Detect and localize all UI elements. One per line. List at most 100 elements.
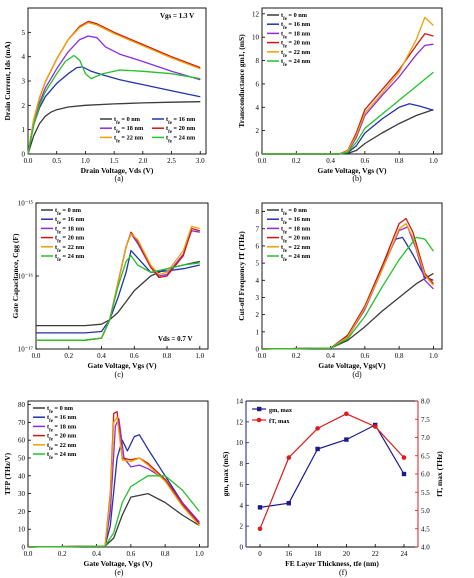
- series-line-e-4: [27, 416, 200, 548]
- x-tick-label-f: 22: [372, 550, 380, 558]
- y-tick-label-b: 8: [256, 57, 260, 65]
- x-tick-label-b: 0.6: [360, 157, 369, 165]
- legend-label-a: tfe = 18 nm: [114, 125, 144, 135]
- series-line-e-1: [27, 434, 200, 548]
- legend-label-c: tfe = 24 nm: [55, 253, 85, 263]
- y-tick-label-e: 30: [18, 490, 26, 498]
- series-line-b-1: [262, 103, 434, 155]
- legend-label-a: tfe = 22 nm: [114, 134, 144, 144]
- y-tick-label-d: 5: [256, 260, 260, 268]
- x-axis-label-a: Drain Voltage, Vds (V): [81, 166, 154, 175]
- y-tick-label-b: 0: [256, 151, 260, 159]
- data-point-gm-max: [286, 501, 291, 506]
- y-tick-label-f: 12: [236, 418, 244, 426]
- chart-e: 0.0 0.2 0.4 0.6 0.8 1.0 0 10 20 30 40 50 60 70 80 Gate …: [3, 400, 209, 568]
- series-line-a-4: [27, 21, 201, 155]
- data-point-ft-max: [401, 455, 407, 460]
- chart-a: 0.0 0.5 1.0 1.5 2.0 2.5 3.0 0 1 2 3 4 5 Drain Voltage…: [3, 7, 207, 175]
- legend-label-b: tfe = 18 nm: [281, 30, 311, 40]
- legend-label-d: tfe = 20 nm: [281, 235, 311, 245]
- caption-c: (c): [115, 370, 124, 379]
- series-line-c-0: [36, 260, 200, 327]
- x-tick-label-e: 0.0: [24, 550, 33, 558]
- y-tick-label-f: 14: [236, 398, 244, 406]
- series-line-c-5: [36, 254, 200, 341]
- x-tick-label-e: 0.4: [92, 550, 101, 558]
- y-tick-label-d: 0: [256, 346, 260, 354]
- legend-label-a: tfe = 16 nm: [166, 116, 196, 126]
- x-tick-label-b: 0.0: [258, 157, 267, 165]
- x-tick-label-b: 0.2: [292, 157, 301, 165]
- chart-b: 0.0 0.2 0.4 0.6 0.8 1.0 0 2 4 6 8 10 12 Gate Voltage,…: [237, 7, 443, 175]
- y-tick-label-e: 60: [18, 437, 26, 445]
- x-tick-label-a: 3.0: [196, 157, 205, 165]
- x-tick-label-a: 0.0: [24, 157, 33, 165]
- y-right-axis-label-f: fT, max (THz): [435, 451, 444, 497]
- data-point-ft-max: [372, 424, 378, 429]
- x-axis-label-d: Gate Voltage, Vgs(V): [318, 361, 386, 370]
- legend-label-d: tfe = 18 nm: [281, 225, 311, 235]
- y-tick-label-b: 4: [256, 104, 260, 112]
- x-tick-label-f: 20: [343, 550, 351, 558]
- legend-label-d: tfe = 16 nm: [281, 216, 311, 226]
- y-tick-label-e: 50: [18, 454, 26, 462]
- y-right-tick-label-f: 6.0: [421, 471, 430, 479]
- caption-f: (f): [339, 568, 347, 577]
- annotation-c: Vds = 0.7 V: [158, 335, 193, 343]
- legend-label-e: tfe = 20 nm: [47, 433, 77, 443]
- legend-label-c: tfe = 22 nm: [55, 244, 85, 254]
- y-tick-label-e: 80: [18, 401, 26, 409]
- y-right-tick-label-f: 7.5: [421, 416, 430, 424]
- legend-label-b: tfe = 16 nm: [281, 21, 311, 31]
- y-tick-label-e: 70: [18, 419, 26, 427]
- series-line-b-4: [262, 16, 434, 155]
- x-axis-label-b: Gate Voltage, Vgs (V): [317, 166, 387, 175]
- x-tick-label-e: 0.6: [126, 550, 135, 558]
- y-tick-label-b: 2: [256, 127, 260, 135]
- legend-label-f: fT, max: [269, 418, 290, 425]
- caption-e: (e): [115, 568, 124, 577]
- legend-label-a: tfe = 20 nm: [166, 125, 196, 135]
- series-line-f-0: [259, 424, 405, 508]
- legend-label-d: tfe = 22 nm: [281, 244, 311, 254]
- legend-label-e: tfe = 0 nm: [47, 405, 74, 415]
- y-tick-label-f: 8: [240, 460, 244, 468]
- x-tick-label-b: 1.0: [429, 157, 438, 165]
- y-tick-label-a: 3: [22, 78, 26, 86]
- x-tick-label-f: 24: [401, 550, 409, 558]
- legend-label-b: tfe = 20 nm: [281, 40, 311, 50]
- legend-label-b: tfe = 22 nm: [281, 49, 311, 59]
- y-tick-label-e: 0: [22, 544, 26, 552]
- y-tick-label-e: 20: [18, 508, 26, 516]
- y-tick-label-d: 4: [256, 277, 260, 285]
- y-tick-label-a: 1: [22, 126, 26, 134]
- y-axis-label-a: Drain Current, Ids (mA): [3, 41, 12, 121]
- x-tick-label-f: 16: [285, 550, 293, 558]
- series-line-e-0: [27, 492, 200, 548]
- x-tick-label-c: 0.0: [32, 352, 41, 360]
- y-tick-label-f: 4: [240, 502, 244, 510]
- x-tick-label-a: 1.5: [110, 157, 119, 165]
- y-right-tick-label-f: 4.5: [421, 525, 430, 533]
- legend-label-e: tfe = 16 nm: [47, 414, 77, 424]
- x-tick-label-d: 0.0: [258, 352, 267, 360]
- x-tick-label-e: 0.2: [58, 550, 67, 558]
- y-right-tick-label-f: 8.0: [421, 398, 430, 406]
- x-tick-label-e: 0.8: [161, 550, 170, 558]
- legend-label-d: tfe = 24 nm: [281, 253, 311, 263]
- y-tick-label-d: 6: [256, 242, 260, 250]
- y-tick-label-c: 10⁻¹⁶: [18, 273, 34, 281]
- series-line-a-1: [27, 66, 201, 155]
- y-tick-label-f: 6: [240, 481, 244, 489]
- x-tick-label-c: 0.4: [97, 352, 106, 360]
- chart-f: 0 16 18 20 22 24024681012144.04.55.05.56.06.5…: [221, 398, 444, 569]
- legend-label-e: tfe = 18 nm: [47, 423, 77, 433]
- y-tick-label-a: 2: [22, 102, 26, 110]
- y-axis-label-f: gm, max (mS): [221, 451, 230, 496]
- y-tick-label-c: 10⁻¹⁵: [18, 200, 34, 208]
- x-tick-label-c: 0.2: [64, 352, 73, 360]
- legend-marker-f: [257, 406, 262, 412]
- legend-label-a: tfe = 24 nm: [166, 134, 196, 144]
- y-tick-label-d: 1: [256, 328, 260, 336]
- data-point-gm-max: [257, 505, 263, 510]
